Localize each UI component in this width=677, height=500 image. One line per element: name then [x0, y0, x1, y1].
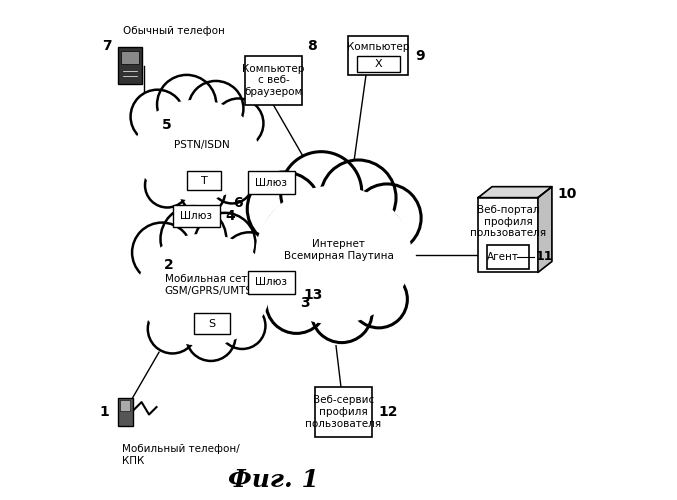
FancyBboxPatch shape [248, 172, 295, 194]
Text: S: S [209, 318, 216, 328]
Text: Компьютер: Компьютер [347, 42, 410, 52]
Circle shape [186, 244, 264, 322]
Circle shape [353, 184, 421, 252]
Ellipse shape [135, 100, 258, 201]
Text: Веб-сервис
профиля
пользователя: Веб-сервис профиля пользователя [305, 396, 382, 428]
FancyBboxPatch shape [118, 47, 142, 84]
Circle shape [310, 198, 406, 294]
Text: Интернет
Всемирная Паутина: Интернет Всемирная Паутина [284, 239, 393, 261]
Circle shape [188, 81, 244, 136]
FancyBboxPatch shape [188, 171, 221, 190]
Circle shape [157, 75, 216, 134]
Text: Агент: Агент [487, 252, 519, 262]
Circle shape [159, 120, 234, 194]
Circle shape [186, 312, 236, 361]
FancyBboxPatch shape [357, 56, 400, 72]
Circle shape [181, 170, 225, 214]
FancyBboxPatch shape [245, 56, 303, 106]
Text: Шлюз: Шлюз [180, 211, 213, 221]
Text: Компьютер
с веб-
браузером: Компьютер с веб- браузером [242, 64, 305, 97]
Circle shape [214, 98, 263, 148]
Polygon shape [478, 186, 552, 198]
Text: 11: 11 [536, 250, 553, 263]
Circle shape [160, 206, 226, 272]
FancyBboxPatch shape [315, 387, 372, 437]
Text: 1: 1 [99, 405, 109, 419]
Circle shape [283, 214, 385, 315]
Text: X: X [374, 60, 383, 70]
Circle shape [162, 256, 245, 338]
Text: Шлюз: Шлюз [255, 178, 287, 188]
Circle shape [211, 162, 253, 203]
Circle shape [131, 90, 184, 144]
Text: 13: 13 [304, 288, 323, 302]
Circle shape [261, 198, 357, 294]
FancyBboxPatch shape [118, 398, 133, 426]
Text: Шлюз: Шлюз [255, 278, 287, 287]
Text: T: T [201, 176, 208, 186]
Circle shape [219, 302, 265, 349]
Text: 5: 5 [162, 118, 171, 132]
Text: 3: 3 [300, 296, 309, 310]
FancyBboxPatch shape [194, 313, 230, 334]
FancyBboxPatch shape [120, 400, 131, 410]
Circle shape [181, 108, 251, 178]
Circle shape [350, 270, 408, 328]
Circle shape [320, 160, 396, 236]
Circle shape [142, 108, 212, 178]
Circle shape [145, 163, 190, 208]
Circle shape [132, 222, 192, 282]
Circle shape [194, 213, 255, 274]
Polygon shape [538, 186, 552, 272]
Circle shape [280, 152, 362, 233]
FancyBboxPatch shape [487, 245, 529, 268]
Circle shape [247, 172, 321, 246]
Circle shape [144, 244, 222, 322]
Text: 4: 4 [225, 209, 235, 223]
Text: 6: 6 [233, 196, 242, 210]
Text: 7: 7 [102, 38, 112, 52]
FancyBboxPatch shape [478, 198, 538, 272]
Text: Мобильный телефон/
КПК: Мобильный телефон/ КПК [122, 444, 240, 466]
Text: 2: 2 [164, 258, 174, 272]
Text: 12: 12 [378, 405, 398, 419]
Text: 8: 8 [307, 39, 317, 53]
Ellipse shape [137, 234, 270, 346]
FancyBboxPatch shape [173, 205, 220, 228]
Ellipse shape [255, 186, 412, 324]
Circle shape [311, 282, 372, 343]
Circle shape [266, 272, 327, 334]
Text: 9: 9 [415, 48, 424, 62]
Text: 10: 10 [558, 186, 577, 200]
Text: PSTN/ISDN: PSTN/ISDN [173, 140, 230, 150]
FancyBboxPatch shape [349, 36, 408, 76]
Circle shape [221, 232, 277, 287]
Circle shape [148, 304, 197, 354]
Text: Фиг. 1: Фиг. 1 [228, 468, 319, 492]
FancyBboxPatch shape [121, 50, 139, 64]
FancyBboxPatch shape [248, 271, 295, 293]
Text: Мобильная сеть
GSM/GPRS/UMTS: Мобильная сеть GSM/GPRS/UMTS [165, 274, 253, 295]
Text: Веб-портал
профиля
пользователя: Веб-портал профиля пользователя [470, 205, 546, 238]
Text: Обычный телефон: Обычный телефон [123, 26, 225, 36]
